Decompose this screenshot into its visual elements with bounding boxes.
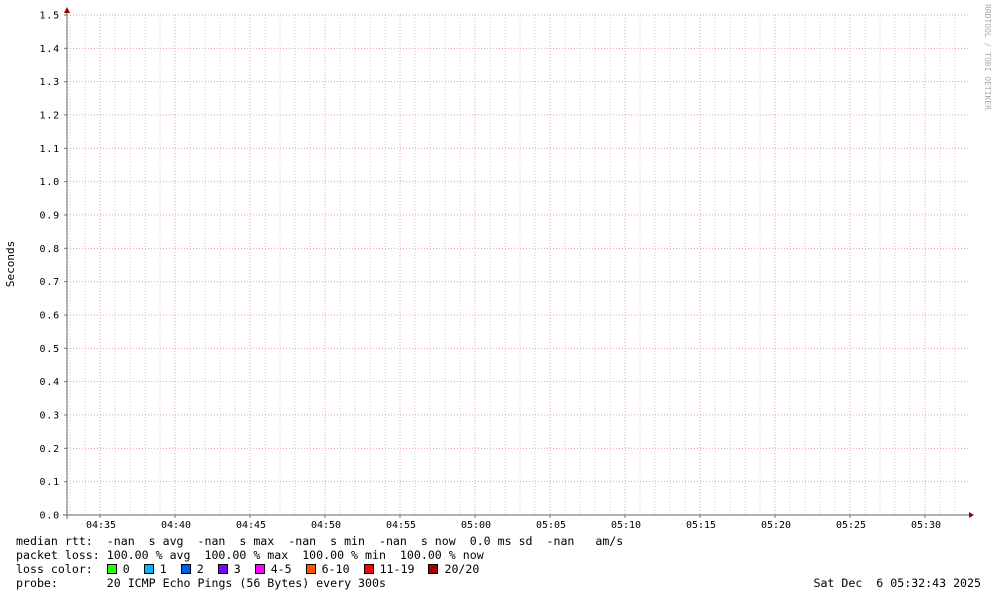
y-axis-label: Seconds	[4, 241, 17, 287]
x-tick-label: 05:15	[686, 520, 716, 530]
color-swatch	[217, 564, 228, 574]
probe-text: 20 ICMP Echo Pings (56 Bytes) every 300s	[106, 576, 386, 590]
x-tick-labels: 04:35 04:40 04:45 04:50 04:55 05:00 05:05 05:10…	[86, 520, 941, 530]
loss-color-item: 3	[217, 562, 241, 576]
loss-color-label: 11-19	[379, 562, 415, 576]
y-tick-label: 0.9	[40, 211, 60, 222]
legend-packet-loss: packet loss: 100.00 % avg 100.00 % max 1…	[16, 548, 484, 562]
loss-color-label: 1	[159, 562, 167, 576]
x-tick-label: 05:05	[536, 520, 566, 530]
y-tick-label: 1.5	[40, 11, 60, 22]
y-tick-label: 1.2	[40, 111, 60, 122]
color-swatch	[254, 564, 265, 574]
x-tick-label: 04:45	[236, 520, 266, 530]
loss-color-item: 6-10	[305, 562, 350, 576]
loss-color-label: 0	[122, 562, 130, 576]
legend-loss-color: loss color: 0 1 2 3 4-5 6-10 11-19 20/20	[16, 562, 493, 576]
packet-loss-label: packet loss:	[16, 548, 100, 562]
y-tick-label: 1.0	[40, 177, 60, 188]
y-tick-label: 0.7	[40, 277, 60, 288]
loss-color-label: 20/20	[444, 562, 480, 576]
axes	[63, 7, 974, 519]
y-tick-label: 1.3	[40, 77, 60, 88]
legend-probe: probe: 20 ICMP Echo Pings (56 Bytes) eve…	[16, 576, 386, 590]
smokeping-chart: 0.0 0.1 0.2 0.3 0.4 0.5 0.6 0.7 0.8 0.9 1.0 1.1 1.2 1…	[4, 4, 992, 530]
x-tick-label: 05:00	[461, 520, 491, 530]
loss-color-item: 4-5	[254, 562, 292, 576]
color-swatch	[305, 564, 316, 574]
y-tick-label: 0.8	[40, 244, 60, 255]
color-swatch	[428, 564, 439, 574]
loss-color-item: 11-19	[363, 562, 415, 576]
y-tick-label: 0.2	[40, 444, 60, 455]
loss-color-label: loss color:	[16, 562, 93, 576]
y-tick-label: 0.5	[40, 344, 60, 355]
y-tick-labels: 0.0 0.1 0.2 0.3 0.4 0.5 0.6 0.7 0.8 0.9 1.0 1.1 1.2 1…	[40, 11, 60, 522]
y-tick-label: 0.3	[40, 411, 60, 422]
probe-label: probe:	[16, 576, 58, 590]
watermark: RRDTOOL / TOBI OETIKER	[983, 4, 992, 110]
y-tick-label: 0.4	[40, 377, 60, 388]
x-tick-label: 04:40	[161, 520, 191, 530]
color-swatch	[180, 564, 191, 574]
loss-color-item: 0	[106, 562, 130, 576]
color-swatch	[363, 564, 374, 574]
y-tick-label: 1.4	[40, 44, 60, 55]
x-tick-label: 05:20	[761, 520, 791, 530]
x-tick-label: 04:50	[311, 520, 341, 530]
x-tick-label: 05:10	[611, 520, 641, 530]
loss-color-label: 4-5	[270, 562, 292, 576]
y-axis-arrow	[64, 7, 70, 13]
x-tick-label: 04:35	[86, 520, 116, 530]
loss-color-label: 6-10	[321, 562, 350, 576]
x-axis-arrow	[969, 512, 974, 518]
y-tick-label: 1.1	[40, 144, 60, 155]
timestamp: Sat Dec 6 05:32:43 2025	[813, 576, 981, 590]
loss-color-label: 2	[196, 562, 204, 576]
loss-color-item: 20/20	[428, 562, 479, 576]
y-tick-label: 0.1	[40, 477, 60, 488]
x-tick-label: 05:30	[911, 520, 941, 530]
color-swatch	[106, 564, 117, 574]
x-tick-label: 04:55	[386, 520, 416, 530]
loss-color-item: 2	[180, 562, 204, 576]
color-swatch	[143, 564, 154, 574]
loss-color-item: 1	[143, 562, 167, 576]
packet-loss-values: 100.00 % avg 100.00 % max 100.00 % min 1…	[106, 548, 484, 562]
grid	[67, 14, 968, 515]
legend-median-rtt: median rtt: -nan s avg -nan s max -nan s…	[16, 534, 623, 548]
y-tick-label: 0.0	[40, 511, 60, 522]
loss-color-label: 3	[233, 562, 241, 576]
y-tick-label: 0.6	[40, 311, 60, 322]
median-rtt-label: median rtt:	[16, 534, 93, 548]
x-tick-label: 05:25	[836, 520, 866, 530]
median-rtt-values: -nan s avg -nan s max -nan s min -nan s …	[106, 534, 624, 548]
